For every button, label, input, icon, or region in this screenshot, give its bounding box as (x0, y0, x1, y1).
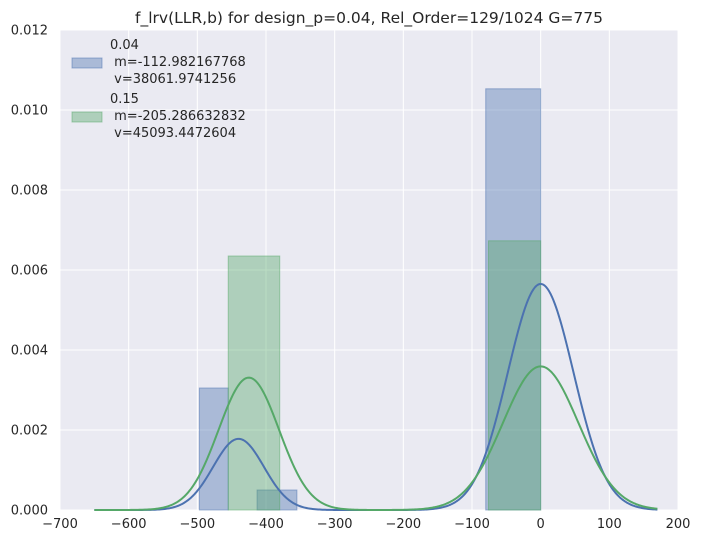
legend-label-series-1: m=-205.286632832 (110, 109, 246, 124)
histogram-bar-series-1 (227, 255, 281, 511)
y-tick-label: 0.004 (11, 344, 48, 359)
y-tick-label: 0.010 (11, 104, 48, 119)
y-tick-label: 0.008 (11, 184, 48, 199)
x-tick-label: −200 (385, 517, 421, 532)
x-tick-label: −300 (317, 517, 353, 532)
legend: 0.04 m=-112.982167768 v=38061.9741256 0.1… (71, 38, 246, 141)
x-tick-labels: −700 −600 −500 −400 −300 −200 −100 0 100 200 (42, 517, 690, 532)
legend-label-series-0: 0.04 (110, 38, 139, 53)
legend-swatch-series-1 (71, 111, 103, 123)
histogram-bars (198, 88, 542, 511)
x-tick-label: −600 (111, 517, 147, 532)
legend-label-series-0: v=38061.9741256 (110, 72, 236, 87)
x-tick-label: −400 (248, 517, 284, 532)
y-tick-labels: 0.000 0.002 0.004 0.006 0.008 0.010 0.012 (11, 24, 48, 519)
x-tick-label: −500 (179, 517, 215, 532)
legend-label-series-1: 0.15 (110, 92, 139, 107)
y-tick-label: 0.000 (11, 504, 48, 519)
legend-swatch-series-0 (71, 57, 103, 69)
x-tick-label: −100 (454, 517, 490, 532)
x-tick-label: 100 (597, 517, 622, 532)
y-tick-label: 0.012 (11, 24, 48, 39)
kde-curve-series-1 (94, 365, 658, 511)
legend-label-series-1: v=45093.4472604 (110, 126, 236, 141)
x-tick-label: −700 (42, 517, 78, 532)
y-tick-label: 0.002 (11, 424, 48, 439)
x-tick-label: 200 (666, 517, 691, 532)
chart-title: f_lrv(LLR,b) for design_p=0.04, Rel_Orde… (135, 9, 603, 28)
y-tick-label: 0.006 (11, 264, 48, 279)
legend-label-series-0: m=-112.982167768 (110, 55, 246, 70)
histogram-bar-series-1 (487, 240, 542, 511)
kde-curves (94, 282, 658, 511)
x-tick-label: 0 (537, 517, 545, 532)
